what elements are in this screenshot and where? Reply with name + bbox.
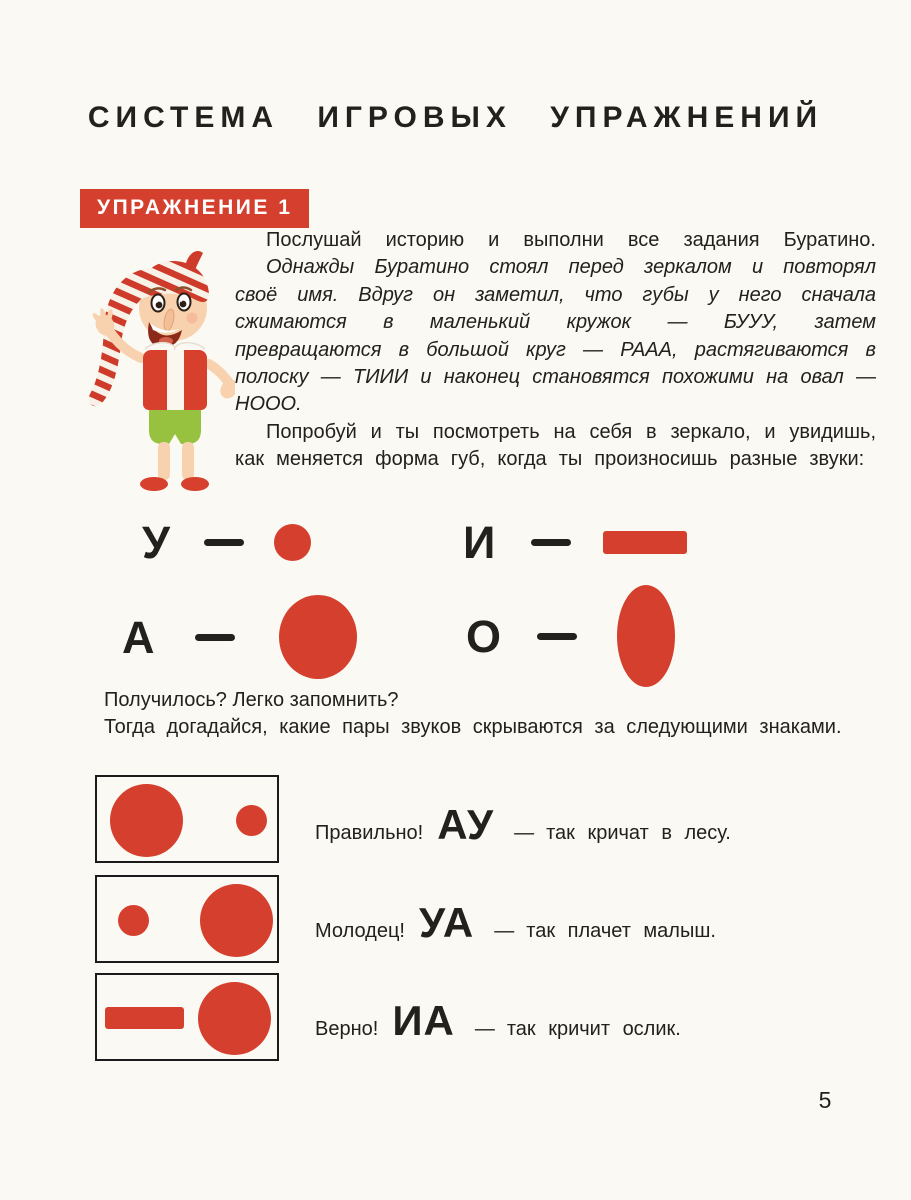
page-title: СИСТЕМА ИГРОВЫХ УПРАЖНЕНИЙ	[87, 101, 824, 134]
symbol-pair-o: О	[466, 584, 676, 688]
large-circle-shape	[200, 884, 273, 957]
vowel-letter-a: А	[122, 611, 155, 663]
vowel-letter-i: И	[463, 516, 496, 568]
answer-meaning: так кричат в лесу.	[546, 822, 731, 844]
answer-meaning: так кричит ослик.	[506, 1018, 681, 1040]
dash-mark	[537, 632, 578, 640]
small-circle-shape	[274, 523, 311, 561]
answer-line-ia: Верно! ИА — так кричит ослик.	[315, 997, 681, 1045]
praise-word: Верно!	[315, 1018, 379, 1040]
symbol-pair-u: У	[142, 519, 311, 565]
exercise-text: Послушай историю и выполни все задания Б…	[235, 227, 876, 474]
followup-text: Получилось? Легко запомнить? Тогда догад…	[84, 687, 876, 741]
large-circle-shape	[198, 982, 271, 1055]
large-circle-shape	[110, 784, 183, 857]
horizontal-bar-shape	[105, 1007, 184, 1029]
answer-line-au: Правильно! АУ — так кричат в лесу.	[315, 801, 731, 849]
intro-paragraph: Послушай историю и выполни все задания Б…	[266, 229, 876, 251]
followup-line2: Тогда догадайся, какие пары звуков скрыв…	[104, 716, 842, 738]
dash-mark	[194, 633, 235, 641]
answer-line-ua: Молодец! УА — так плачет малыш.	[315, 899, 716, 947]
vowel-letter-u: У	[142, 516, 170, 568]
praise-word: Правильно!	[315, 822, 424, 844]
vowel-pair-word: ИА	[392, 997, 455, 1044]
dash-mark	[204, 538, 244, 546]
vowel-letter-o: О	[466, 610, 502, 662]
dash-mark	[531, 538, 572, 546]
small-circle-shape	[236, 805, 267, 836]
dash-glyph: —	[514, 822, 535, 844]
horizontal-bar-shape	[603, 530, 688, 554]
dash-glyph: —	[494, 920, 515, 942]
mirror-prompt-paragraph: Попробуй и ты посмотреть на себя в зерка…	[235, 420, 876, 471]
followup-line1: Получилось? Легко запомнить?	[104, 689, 399, 711]
symbol-pair-i: И	[463, 516, 688, 568]
vowel-pair-word: АУ	[437, 801, 495, 848]
symbol-box-ua	[95, 875, 279, 963]
large-circle-shape	[278, 595, 357, 679]
praise-word: Молодец!	[315, 920, 405, 942]
story-paragraph: Однажды Буратино стоял перед зеркалом и …	[235, 256, 876, 416]
exercise-badge: УПРАЖНЕНИЕ 1	[80, 189, 310, 228]
buratino-illustration	[88, 251, 235, 491]
answer-meaning: так плачет малыш.	[526, 920, 716, 942]
symbol-box-ia	[95, 973, 279, 1061]
small-circle-shape	[118, 905, 149, 936]
symbol-box-au	[95, 775, 279, 863]
tall-oval-shape	[617, 585, 676, 687]
page-number: 5	[818, 1087, 832, 1113]
vowel-pair-word: УА	[418, 899, 475, 946]
dash-glyph: —	[474, 1018, 495, 1040]
symbol-pair-a: А	[122, 594, 357, 680]
